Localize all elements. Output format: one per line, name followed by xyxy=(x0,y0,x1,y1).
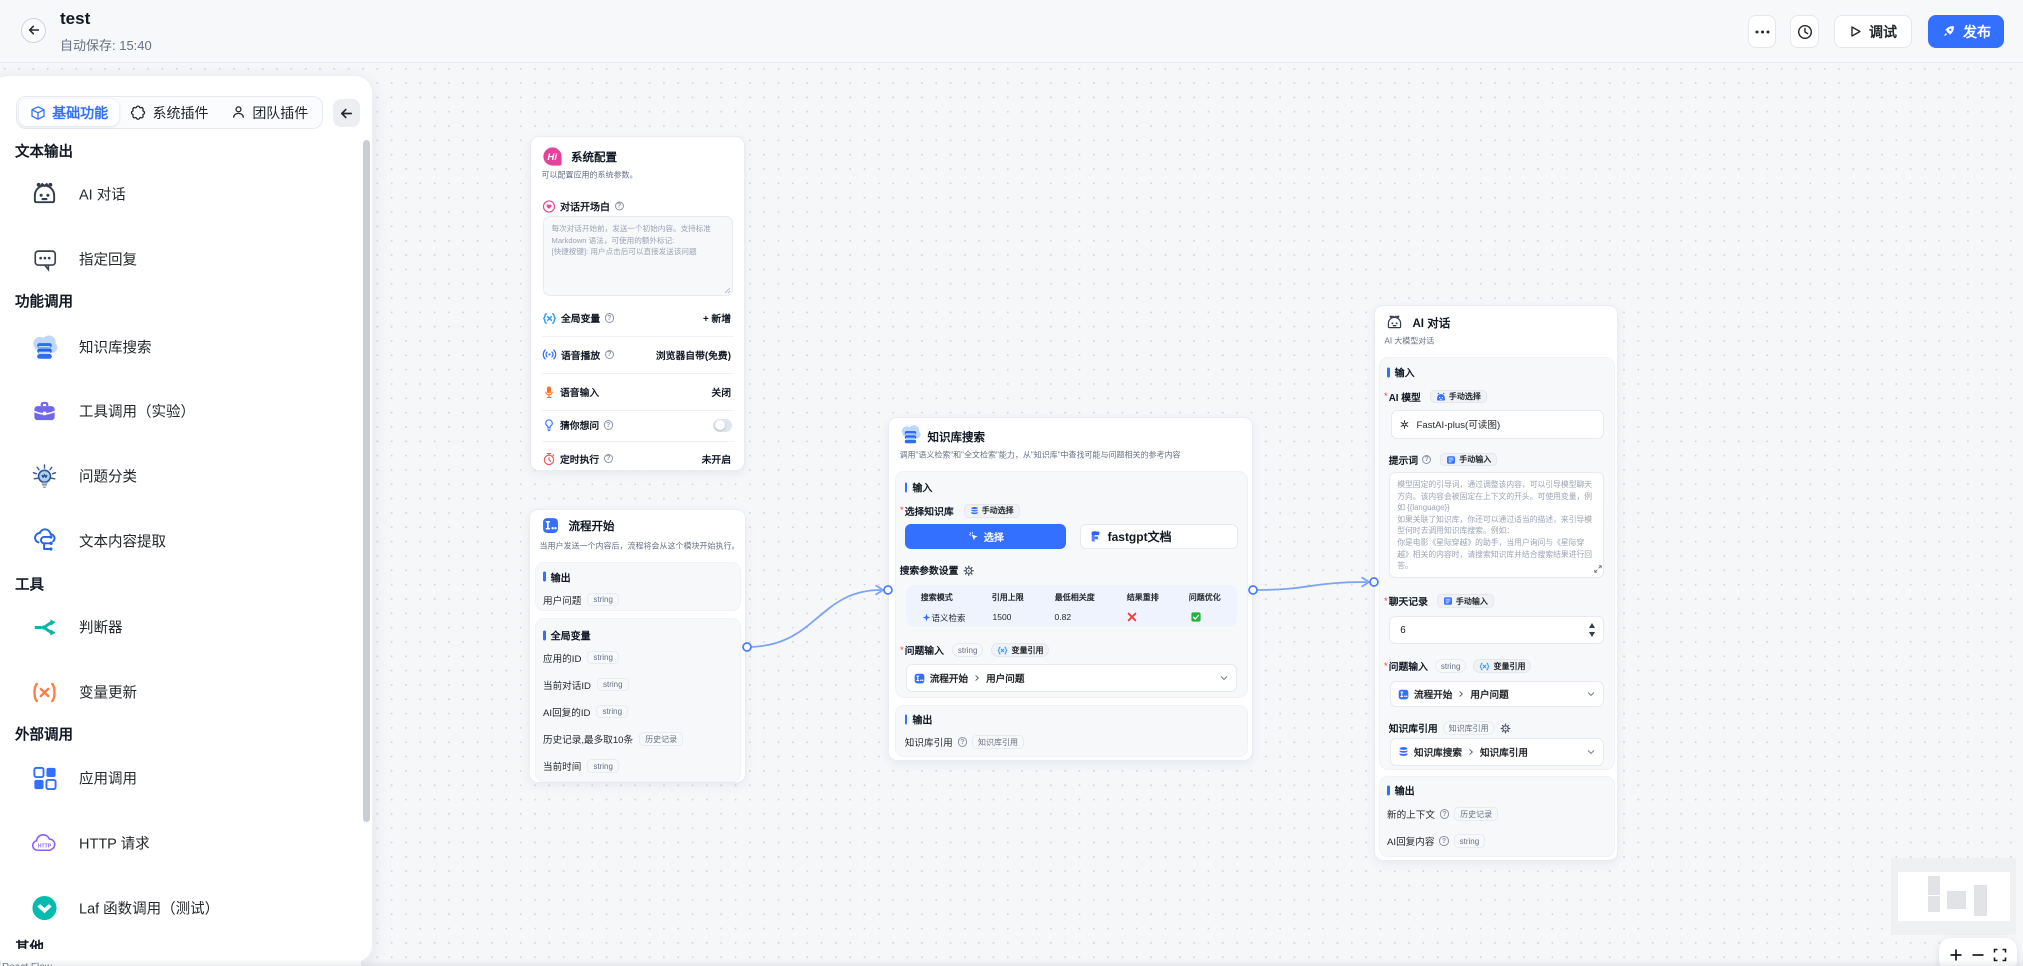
svg-text:Hi: Hi xyxy=(547,152,557,163)
svg-text:HTTP: HTTP xyxy=(38,843,52,849)
